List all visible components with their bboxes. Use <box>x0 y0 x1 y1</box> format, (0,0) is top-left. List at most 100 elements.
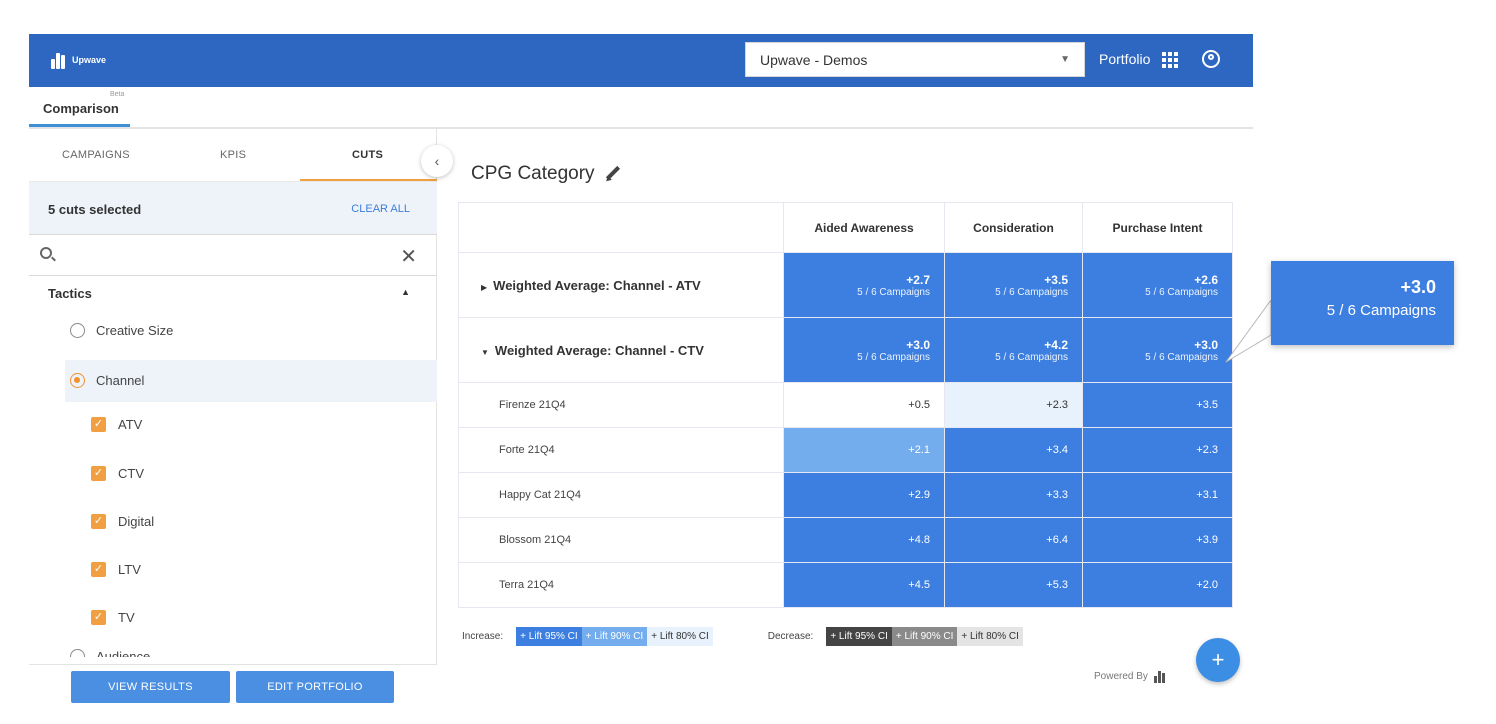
comparison-table: Aided Awareness Consideration Purchase I… <box>458 202 1233 608</box>
edit-portfolio-button[interactable]: EDIT PORTFOLIO <box>236 671 394 703</box>
table-cell: +2.0 <box>1082 562 1233 608</box>
checkbox-row-digital[interactable]: ✓ Digital <box>91 502 437 542</box>
cell-value: +3.0 <box>1194 337 1218 352</box>
checkbox-row-tv[interactable]: ✓ TV <box>91 598 437 638</box>
caret-down-icon[interactable]: ▼ <box>481 347 489 357</box>
checkbox-label: Digital <box>118 514 155 529</box>
cuts-search: ✕ <box>29 234 437 276</box>
checkbox-checked-icon[interactable]: ✓ <box>91 514 106 529</box>
checkbox-label: CTV <box>118 466 144 481</box>
checkbox-row-ltv[interactable]: ✓ LTV <box>91 550 437 590</box>
checkbox-checked-icon[interactable]: ✓ <box>91 417 106 432</box>
group-label: Weighted Average: Channel - CTV <box>494 342 704 358</box>
table-cell: +3.0 5 / 6 Campaigns <box>1082 317 1233 383</box>
checkbox-checked-icon[interactable]: ✓ <box>91 466 106 481</box>
group-label: Weighted Average: Channel - ATV <box>493 277 701 293</box>
checkbox-checked-icon[interactable]: ✓ <box>91 610 106 625</box>
tab-kpis[interactable]: KPIS <box>220 149 247 161</box>
page-tab-strip: Comparison Beta <box>29 87 1253 129</box>
group-label-cell[interactable]: ▼ Weighted Average: Channel - CTV <box>458 317 784 383</box>
checkbox-row-atv[interactable]: ✓ ATV <box>91 405 437 445</box>
table-row: Forte 21Q4 +2.1 +3.4 +2.3 <box>458 427 1233 473</box>
value-callout: +3.0 5 / 6 Campaigns <box>1271 261 1454 345</box>
legend-increase-label: Increase: <box>462 631 504 642</box>
apps-grid-icon[interactable] <box>1162 52 1178 68</box>
filter-panel-footer: VIEW RESULTS EDIT PORTFOLIO <box>29 664 437 706</box>
table-header-empty <box>458 202 784 253</box>
tab-cuts[interactable]: CUTS <box>352 149 384 161</box>
option-channel[interactable]: Channel <box>65 360 437 402</box>
column-header[interactable]: Purchase Intent <box>1082 202 1233 253</box>
collapse-panel-button[interactable]: ‹ <box>421 145 453 177</box>
table-cell: +4.8 <box>783 517 945 563</box>
user-account-icon[interactable] <box>1202 50 1220 68</box>
upwave-logo[interactable]: Upwave <box>51 51 106 69</box>
radio-channel[interactable] <box>70 373 85 388</box>
account-select-value: Upwave - Demos <box>760 51 868 68</box>
pencil-edit-icon[interactable] <box>605 166 621 182</box>
top-bar: Upwave Upwave - Demos ▼ Portfolio <box>29 34 1253 87</box>
cell-value: +2.6 <box>1194 272 1218 287</box>
table-cell: +2.3 <box>944 382 1083 428</box>
tab-comparison[interactable]: Comparison <box>43 101 119 116</box>
cell-campaign-count: 5 / 6 Campaigns <box>857 351 930 363</box>
checkbox-label: LTV <box>118 562 141 577</box>
table-row-group[interactable]: ▼ Weighted Average: Channel - CTV +3.0 5 /… <box>458 317 1233 383</box>
checkbox-row-ctv[interactable]: ✓ CTV <box>91 454 437 494</box>
table-cell: +3.5 5 / 6 Campaigns <box>944 252 1083 318</box>
cuts-tab-indicator <box>300 179 437 181</box>
radio-audience[interactable] <box>70 649 85 657</box>
chevron-up-icon: ▲ <box>401 287 410 297</box>
table-cell: +3.9 <box>1082 517 1233 563</box>
table-row: Happy Cat 21Q4 +2.9 +3.3 +3.1 <box>458 472 1233 518</box>
row-label: Firenze 21Q4 <box>458 382 784 428</box>
legend-swatch: + Lift 90% CI <box>891 627 958 646</box>
legend-swatch: + Lift 80% CI <box>647 627 713 646</box>
table-cell: +2.3 <box>1082 427 1233 473</box>
column-header[interactable]: Aided Awareness <box>783 202 945 253</box>
table-header-row: Aided Awareness Consideration Purchase I… <box>458 202 1233 253</box>
option-creative-size[interactable]: Creative Size <box>65 310 437 352</box>
table-cell: +3.4 <box>944 427 1083 473</box>
legend-swatch: + Lift 80% CI <box>957 627 1023 646</box>
table-cell: +3.5 <box>1082 382 1233 428</box>
radio-creative-size[interactable] <box>70 323 85 338</box>
checkbox-label: TV <box>118 610 135 625</box>
cell-value: +2.7 <box>906 272 930 287</box>
table-cell: +3.0 5 / 6 Campaigns <box>783 317 945 383</box>
powered-by-text: Powered By <box>1094 670 1148 682</box>
group-label-cell[interactable]: ▶ Weighted Average: Channel - ATV <box>458 252 784 318</box>
cell-campaign-count: 5 / 6 Campaigns <box>1145 286 1218 298</box>
caret-right-icon[interactable]: ▶ <box>481 282 488 292</box>
table-cell: +0.5 <box>783 382 945 428</box>
table-row: Firenze 21Q4 +0.5 +2.3 +3.5 <box>458 382 1233 428</box>
row-label: Blossom 21Q4 <box>458 517 784 563</box>
add-button[interactable]: + <box>1196 638 1240 682</box>
cell-campaign-count: 5 / 6 Campaigns <box>995 286 1068 298</box>
cell-campaign-count: 5 / 6 Campaigns <box>857 286 930 298</box>
cell-campaign-count: 5 / 6 Campaigns <box>1145 351 1218 363</box>
view-results-button[interactable]: VIEW RESULTS <box>71 671 230 703</box>
brand-name: Upwave <box>72 55 107 65</box>
table-row: Terra 21Q4 +4.5 +5.3 +2.0 <box>458 562 1233 608</box>
page-title: CPG Category <box>471 163 621 185</box>
portfolio-link[interactable]: Portfolio <box>1099 51 1151 67</box>
table-cell: +2.1 <box>783 427 945 473</box>
filter-tabs: CAMPAIGNS KPIS CUTS <box>29 129 437 182</box>
option-audience[interactable]: Audience <box>65 637 437 657</box>
cuts-summary-bar: 5 cuts selected CLEAR ALL <box>29 182 437 234</box>
close-icon[interactable]: ✕ <box>400 246 417 268</box>
table-cell: +4.5 <box>783 562 945 608</box>
column-header[interactable]: Consideration <box>944 202 1083 253</box>
search-input[interactable] <box>65 245 385 267</box>
tactics-group-title: Tactics <box>48 286 92 301</box>
table-row-group[interactable]: ▶ Weighted Average: Channel - ATV +2.7 5 /… <box>458 252 1233 318</box>
tab-campaigns[interactable]: CAMPAIGNS <box>62 149 130 161</box>
clear-all-button[interactable]: CLEAR ALL <box>351 203 410 215</box>
option-label: Audience <box>96 649 151 657</box>
account-select[interactable]: Upwave - Demos ▼ <box>745 42 1085 77</box>
cell-value: +3.5 <box>1044 272 1068 287</box>
tactics-group-header[interactable]: Tactics ▲ <box>29 276 437 310</box>
checkbox-checked-icon[interactable]: ✓ <box>91 562 106 577</box>
cuts-selected-count: 5 cuts selected <box>48 202 142 217</box>
